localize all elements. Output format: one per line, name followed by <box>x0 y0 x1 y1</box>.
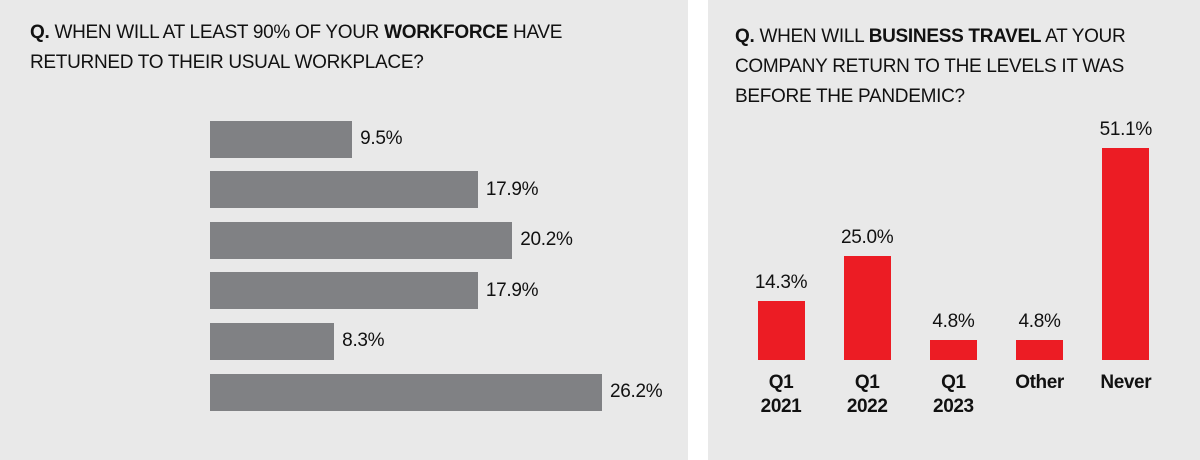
value-label: 14.3% <box>754 271 808 293</box>
title-part: Q. <box>30 22 50 43</box>
bar <box>929 340 977 360</box>
value-label: 25.0% <box>841 227 894 249</box>
bar <box>210 171 478 209</box>
value-label: 4.8% <box>932 311 975 333</box>
chart-title: Q. WHEN WILL AT LEAST 90% OF YOUR WORKFO… <box>30 18 650 78</box>
title-part: WORKFORCE <box>384 22 509 43</box>
bar <box>210 272 478 310</box>
category-label: Q1 2023 <box>933 372 974 417</box>
value-label: 51.1% <box>1099 119 1153 140</box>
chart-title: Q. WHEN WILL BUSINESS TRAVEL AT YOUR COM… <box>735 22 1175 112</box>
bar <box>1016 340 1064 360</box>
category-label: Never <box>1100 372 1152 393</box>
category-label: Other <box>1015 372 1064 393</box>
title-part: WHEN WILL <box>754 26 869 47</box>
value-label: 17.9% <box>485 178 539 200</box>
title-part: WHEN WILL AT LEAST 90% OF YOUR <box>49 22 385 43</box>
value-label: 17.9% <box>485 279 539 301</box>
title-part: HAVE RETURNED TO THEIR USUAL WORKPLACE? <box>30 22 563 73</box>
bar <box>1102 148 1150 360</box>
bar <box>210 221 513 259</box>
category-label: Q1 2021 <box>760 372 802 417</box>
value-label: 4.8% <box>1018 311 1061 333</box>
bar <box>210 322 335 360</box>
bar <box>210 373 602 411</box>
bar <box>843 256 891 360</box>
bar <box>757 300 805 360</box>
value-label: 20.2% <box>520 229 573 251</box>
title-part: BUSINESS TRAVEL <box>868 26 1042 47</box>
value-label: 8.3% <box>342 330 385 352</box>
bar <box>210 120 353 158</box>
value-label: 9.5% <box>360 128 403 149</box>
category-label: Q1 2022 <box>846 372 888 417</box>
value-label: 26.2% <box>610 381 663 402</box>
title-part: AT YOUR COMPANY RETURN TO THE LEVELS IT … <box>735 26 1126 107</box>
title-part: Q. <box>735 26 755 47</box>
